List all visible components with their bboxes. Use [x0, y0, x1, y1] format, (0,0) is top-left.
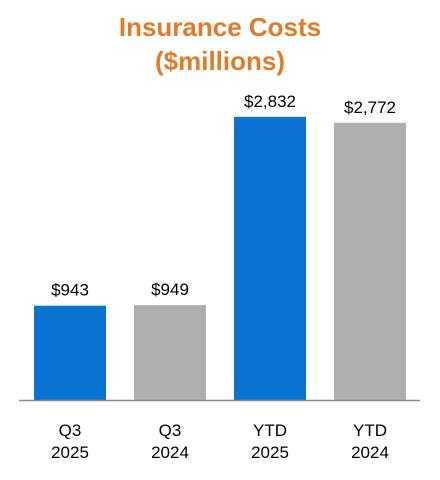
- value-label-1: $949: [151, 280, 189, 299]
- category-label-2-line-1: 2025: [251, 443, 289, 462]
- value-label-2: $2,832: [244, 92, 296, 111]
- category-labels-group: Q3 2025 Q3 2024 YTD 2025 YTD 2024: [51, 421, 389, 462]
- category-label-0-line-0: Q3: [59, 421, 82, 440]
- category-label-3-line-0: YTD: [353, 421, 387, 440]
- category-label-1-line-0: Q3: [159, 421, 182, 440]
- bar-0: [34, 305, 106, 400]
- chart-subtitle: ($millions): [154, 46, 285, 76]
- bars-group: [34, 116, 406, 401]
- bar-1: [134, 305, 206, 400]
- chart-title: Insurance Costs ($millions): [0, 10, 440, 78]
- category-label-3-line-1: 2024: [351, 443, 389, 462]
- value-labels-group: $943 $949 $2,832 $2,772: [51, 92, 396, 300]
- category-label-2-line-0: YTD: [253, 421, 287, 440]
- value-label-0: $943: [51, 281, 89, 300]
- category-label-1-line-1: 2024: [151, 443, 189, 462]
- bar-2: [234, 116, 306, 401]
- value-label-3: $2,772: [344, 98, 396, 117]
- bar-3: [334, 122, 406, 401]
- chart-title-line: Insurance Costs: [118, 12, 322, 42]
- category-label-0-line-1: 2025: [51, 443, 89, 462]
